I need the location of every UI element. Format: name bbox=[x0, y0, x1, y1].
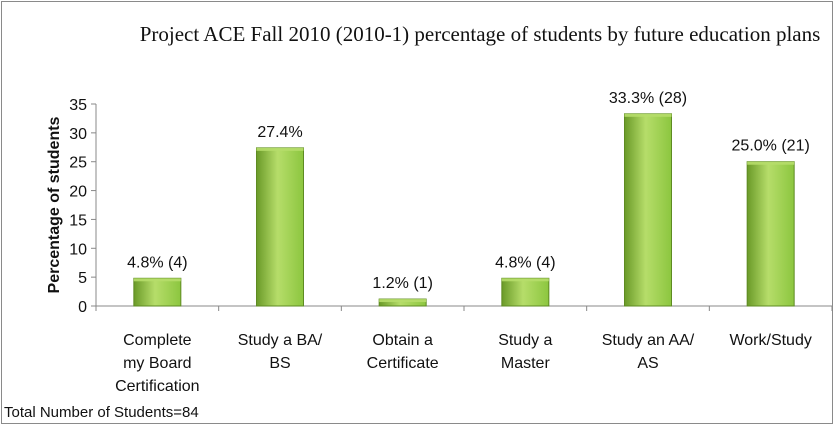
data-label: 4.8% (4) bbox=[127, 254, 187, 271]
bar bbox=[746, 161, 795, 307]
data-label: 4.8% (4) bbox=[495, 254, 555, 271]
total-students-note: Total Number of Students=84 bbox=[4, 404, 199, 421]
category-label-line: Master bbox=[501, 355, 551, 372]
y-tick-label: 5 bbox=[78, 270, 87, 287]
category-label-line: Study a BA/ bbox=[238, 332, 323, 349]
category-label: Obtain a Certificate bbox=[367, 332, 439, 372]
bar-top-bevel bbox=[256, 147, 304, 151]
y-tick-label: 25 bbox=[69, 155, 87, 172]
category-label-line: Work/Study bbox=[729, 332, 811, 349]
category-label-line: BS bbox=[269, 355, 290, 372]
category-label: Complete my Board Certification bbox=[115, 332, 199, 395]
bar-top-bevel bbox=[379, 299, 427, 303]
bar bbox=[256, 147, 304, 307]
category-label: Study a Master bbox=[498, 332, 552, 372]
y-tick-label: 10 bbox=[69, 241, 87, 258]
bar-top-bevel bbox=[624, 113, 672, 117]
y-axis-title: Percentage of students bbox=[46, 116, 63, 293]
y-tick-label: 35 bbox=[69, 97, 87, 114]
category-label-line: Study a bbox=[498, 332, 552, 349]
category-label-line: Complete bbox=[123, 332, 192, 349]
bar bbox=[624, 113, 672, 307]
category-label-line: Study an AA/ bbox=[602, 332, 695, 349]
bar-top-bevel bbox=[133, 278, 181, 282]
data-label: 1.2% (1) bbox=[372, 275, 432, 292]
data-label: 27.4% bbox=[257, 124, 302, 141]
y-tick-label: 30 bbox=[69, 126, 87, 143]
bar bbox=[501, 277, 550, 307]
category-label: Study a BA/BS bbox=[238, 332, 323, 372]
bar-top-bevel bbox=[747, 161, 795, 165]
category-label: Study an AA/AS bbox=[602, 332, 695, 372]
category-label-line: Certification bbox=[115, 378, 199, 395]
category-label-line: my Board bbox=[123, 355, 191, 372]
chart-title: Project ACE Fall 2010 (2010-1) percentag… bbox=[139, 22, 821, 46]
bar bbox=[133, 277, 182, 307]
y-tick-label: 15 bbox=[69, 212, 87, 229]
category-label-line: Obtain a bbox=[372, 332, 433, 349]
y-tick-label: 20 bbox=[69, 184, 87, 201]
category-label-line: Certificate bbox=[367, 355, 439, 372]
data-label: 25.0% (21) bbox=[732, 138, 810, 155]
y-tick-label: 0 bbox=[78, 299, 87, 316]
bar-top-bevel bbox=[501, 278, 549, 282]
category-label-line: AS bbox=[637, 355, 658, 372]
data-label: 33.3% (28) bbox=[609, 90, 687, 107]
category-label: Work/Study bbox=[729, 332, 811, 349]
